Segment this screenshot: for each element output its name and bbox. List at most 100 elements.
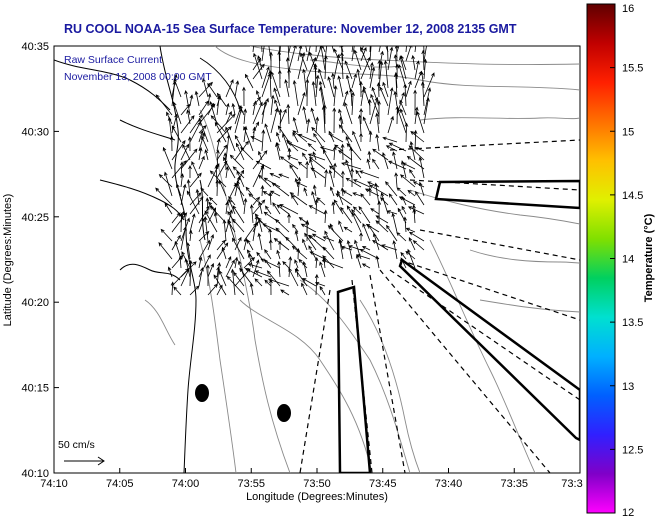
current-vector-arrow	[353, 49, 362, 71]
current-vector-arrow	[421, 49, 426, 71]
current-vector-arrow	[314, 273, 319, 296]
current-vector-arrow	[207, 82, 218, 98]
current-vector-arrow	[418, 181, 425, 197]
current-vector-arrow	[304, 232, 317, 251]
current-vector-arrow	[249, 204, 254, 224]
current-vector-arrow	[423, 87, 432, 116]
x-tick-label: 73:55	[237, 478, 265, 490]
y-tick-label: 40:25	[21, 212, 49, 224]
current-vector-arrow	[359, 80, 363, 98]
current-vector-arrow	[202, 77, 209, 98]
current-vector-arrow	[420, 81, 425, 107]
current-vector-arrow	[173, 286, 182, 296]
current-vector-arrow	[335, 193, 353, 206]
current-vector-arrow	[171, 140, 186, 161]
x-tick-label: 73:50	[303, 478, 331, 490]
current-vector-arrow	[243, 197, 248, 215]
current-vector-arrow	[359, 132, 363, 142]
current-vector-arrow	[319, 285, 326, 296]
current-vector-arrow	[341, 170, 345, 188]
current-vector-arrow	[382, 152, 389, 170]
current-vector-arrow	[216, 261, 221, 287]
current-vector-arrow	[356, 68, 362, 89]
current-vector-arrow	[302, 68, 308, 98]
current-vector-arrow	[289, 192, 308, 206]
current-vector-arrow	[216, 239, 226, 251]
colorbar-ticks: 16 15.5 15 14.5 14 13.5 13 12.5 12	[610, 3, 643, 519]
current-vector-arrow	[386, 210, 398, 215]
current-vector-arrow	[338, 108, 344, 125]
current-vector-arrow	[415, 190, 425, 206]
current-vector-arrow	[403, 216, 407, 233]
current-vector-arrow	[164, 202, 173, 215]
current-vector-arrow	[392, 151, 398, 170]
current-vector-arrow	[315, 116, 320, 134]
current-vector-arrow	[349, 87, 353, 107]
current-vector-arrow	[198, 125, 207, 134]
current-vector-arrow	[336, 190, 344, 206]
current-vector-arrow	[225, 201, 230, 215]
current-vector-arrow	[314, 281, 326, 287]
current-vector-arrow	[401, 160, 407, 179]
current-vector-arrow	[292, 116, 299, 134]
current-vector-arrow	[261, 97, 269, 116]
current-vector-arrow	[392, 239, 398, 260]
current-vector-arrow	[302, 105, 308, 125]
current-vector-arrow	[216, 149, 220, 170]
current-vector-arrow	[357, 114, 362, 134]
current-vector-arrow	[387, 46, 394, 71]
current-vector-arrow	[407, 248, 416, 269]
current-vector-arrow	[288, 46, 291, 53]
current-vector-arrow	[236, 170, 245, 188]
x-tick-label: 74:05	[106, 478, 134, 490]
current-vector-arrow	[171, 212, 188, 233]
current-vector-arrow	[252, 259, 260, 278]
current-vector-arrow	[423, 46, 425, 53]
colorbar-tick-label: 12.5	[622, 444, 643, 456]
current-vector-arrow	[273, 237, 290, 251]
current-vector-arrow	[231, 218, 245, 233]
current-vector-arrow	[385, 181, 398, 197]
current-vector-arrow	[369, 46, 371, 53]
current-vector-arrow	[214, 164, 219, 188]
current-vector-arrow	[292, 131, 299, 143]
current-vector-arrow	[338, 220, 344, 233]
current-vector-arrow	[316, 197, 326, 206]
current-vector-arrow	[286, 155, 299, 161]
current-vector-arrow	[189, 94, 194, 107]
current-vector-arrow	[321, 259, 344, 269]
current-vector-arrow	[276, 131, 281, 143]
current-vector-arrow	[349, 146, 353, 170]
current-vector-arrow	[172, 101, 182, 125]
current-vector-arrow	[207, 262, 214, 278]
current-vector-arrow	[287, 68, 291, 89]
current-vector-arrow	[321, 105, 326, 134]
current-vector-arrow	[242, 86, 246, 107]
current-vector-arrow	[400, 251, 407, 260]
current-vector-arrow	[409, 169, 416, 179]
current-vector-arrow	[364, 188, 380, 197]
current-vector-arrow	[331, 46, 335, 53]
current-vector-arrow	[270, 71, 281, 98]
current-vector-arrow	[396, 107, 407, 134]
current-vector-arrow	[288, 256, 293, 278]
current-vector-arrow	[399, 108, 407, 125]
current-vector-arrow	[381, 244, 398, 251]
current-vector-arrow	[216, 266, 220, 278]
current-vector-arrow	[407, 206, 425, 215]
current-vector-arrow	[285, 236, 299, 251]
current-vector-arrow	[334, 144, 344, 152]
current-vector-arrow	[198, 132, 206, 152]
current-vector-arrow	[231, 102, 236, 116]
current-vector-arrow	[322, 149, 335, 170]
current-vector-arrow	[246, 249, 254, 260]
current-vector-arrow	[158, 242, 173, 260]
current-vector-arrow	[279, 156, 299, 170]
current-vector-arrow	[209, 170, 227, 188]
current-vector-arrow	[198, 117, 209, 143]
current-vector-arrow	[338, 238, 344, 260]
colorbar-tick-label: 13.5	[622, 317, 643, 329]
scale-label: 50 cm/s	[58, 439, 95, 451]
current-vector-arrow	[264, 205, 272, 215]
current-vector-arrow	[194, 90, 200, 107]
